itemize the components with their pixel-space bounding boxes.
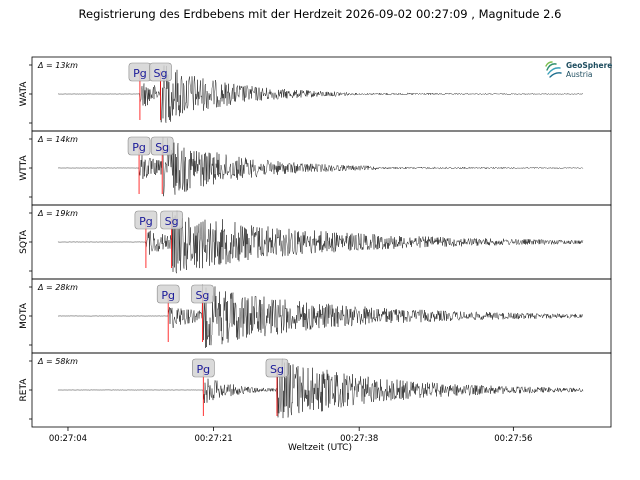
logo-line1: GeoSphere: [566, 61, 613, 70]
station-distance: Δ = 19km: [37, 209, 78, 218]
x-tick-label: 00:27:21: [194, 434, 232, 444]
station-panel-mota: MOTA Δ = 28km Pg Sg: [19, 278, 612, 354]
pg-pick-box: [127, 136, 151, 156]
sg-pick-label: Sg: [165, 215, 179, 228]
station-distance: Δ = 58km: [37, 357, 78, 366]
sg-pick-box: [160, 210, 183, 230]
sg-pick-label: Sg: [155, 141, 169, 154]
sg-pick-label: Sg: [270, 363, 284, 376]
station-panel-sqta: SQTA Δ = 19km Pg Sg: [19, 204, 612, 280]
waveform-trace: [57, 65, 584, 123]
pg-pick-label: Pg: [132, 141, 146, 154]
station-panel-wata: WATA Δ = 13km Pg Sg: [19, 56, 612, 132]
waveform-trace: [57, 137, 584, 197]
logo-line2: Austria: [566, 70, 593, 79]
station-name: SQTA: [19, 229, 29, 254]
geosphere-logo: GeoSphere Austria: [544, 60, 614, 82]
station-distance: Δ = 28km: [37, 283, 78, 292]
pg-pick-box: [192, 358, 215, 378]
station-name: WTTA: [19, 155, 29, 181]
x-axis-label: Weltzeit (UTC): [288, 443, 352, 453]
pg-pick-label: Pg: [196, 363, 210, 376]
chart-title: Registrierung des Erdbebens mit der Herd…: [78, 7, 562, 21]
station-panel-wtta: WTTA Δ = 14km Pg Sg: [19, 130, 612, 206]
pg-pick-label: Pg: [161, 289, 175, 302]
waveform-trace: [58, 284, 584, 348]
geosphere-logo-icon: [545, 61, 562, 78]
station-name: MOTA: [19, 302, 29, 329]
sg-pick-box: [265, 358, 289, 378]
sg-pick-label: Sg: [195, 289, 209, 302]
station-panel-reta: RETA Δ = 58km Pg Sg: [19, 352, 612, 428]
pg-pick-label: Pg: [139, 215, 153, 228]
sg-pick-box: [191, 284, 214, 304]
station-distance: Δ = 13km: [37, 61, 78, 70]
sg-pick-label: Sg: [153, 67, 167, 80]
station-distance: Δ = 14km: [37, 135, 78, 144]
waveform-trace: [57, 210, 584, 274]
x-tick-label: 00:27:04: [49, 434, 87, 444]
pg-pick-label: Pg: [133, 67, 147, 80]
station-name: WATA: [19, 81, 29, 107]
pg-pick-box: [156, 284, 180, 304]
sg-pick-box: [150, 136, 174, 156]
x-tick-label: 00:27:56: [494, 434, 532, 444]
station-name: RETA: [19, 378, 29, 402]
waveform-trace: [57, 358, 584, 419]
x-tick-label: 00:27:38: [340, 434, 378, 444]
sg-pick-box: [149, 62, 172, 82]
pg-pick-box: [134, 210, 158, 230]
